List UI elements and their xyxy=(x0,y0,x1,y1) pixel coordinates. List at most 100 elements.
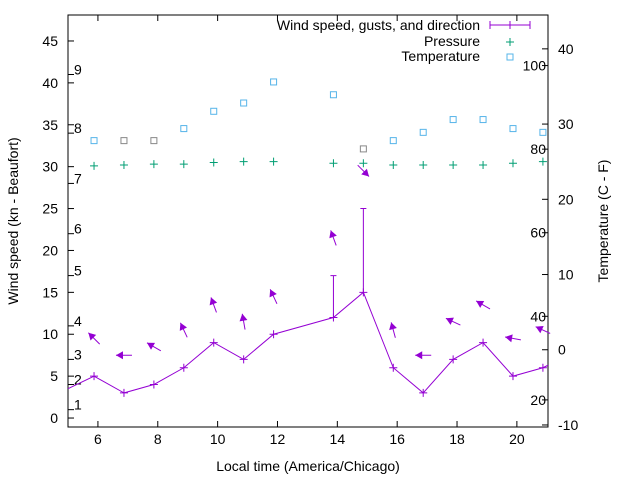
y-tick-label: 0 xyxy=(50,410,58,426)
x-tick-label: 8 xyxy=(154,431,162,447)
pressure-point xyxy=(209,158,218,167)
y2-tick-label: 30 xyxy=(558,116,574,132)
gust-bar xyxy=(360,208,367,293)
pressure-point xyxy=(419,160,428,169)
temperature-point xyxy=(329,91,337,99)
temperature-point xyxy=(240,99,248,107)
temperature-point xyxy=(359,145,367,153)
y-tick-label: 40 xyxy=(42,75,58,91)
legend-swatch-wind xyxy=(489,21,531,29)
wind-point xyxy=(538,363,547,372)
x-tick-label: 10 xyxy=(210,431,226,447)
wind-point xyxy=(269,330,278,339)
temperature-point xyxy=(479,116,487,124)
axis-ticks: 6 8 10 12 14 16 18 20051015202530354045-1001020… xyxy=(42,15,578,447)
wind-direction-arrow xyxy=(357,164,370,177)
beaufort-label: 6 xyxy=(74,221,82,237)
wind-point xyxy=(508,372,517,381)
legend-label-temperature: Temperature xyxy=(401,48,480,64)
temperature-point xyxy=(539,128,547,136)
arrow-head xyxy=(239,313,248,322)
pressure-point xyxy=(508,159,517,168)
pressure-point xyxy=(179,160,188,169)
y-tick-label: 35 xyxy=(42,117,58,133)
wind-point xyxy=(479,338,488,347)
pressure-point xyxy=(389,160,398,169)
wind-direction-arrow xyxy=(269,289,278,304)
beaufort-label: 9 xyxy=(74,61,82,77)
temperature-point xyxy=(419,128,427,136)
wind-direction-arrow xyxy=(505,334,521,343)
gust-bar xyxy=(330,275,337,318)
arrow-head xyxy=(115,351,123,360)
arrow-head xyxy=(389,322,397,331)
x-tick-label: 18 xyxy=(449,431,465,447)
wind-direction-arrow xyxy=(239,313,248,330)
y2-tick-label: 10 xyxy=(558,267,574,283)
data-marks xyxy=(67,78,551,397)
arrow-head xyxy=(329,230,337,239)
legend: Wind speed, gusts, and direction Pressur… xyxy=(277,17,531,64)
y-tick-label: 5 xyxy=(50,368,58,384)
beaufort-label: 8 xyxy=(74,120,82,136)
y-tick-label: 20 xyxy=(42,242,58,258)
wind-point xyxy=(419,388,428,397)
arrow-head xyxy=(535,326,544,334)
temperature-point xyxy=(150,137,158,145)
x-tick-label: 14 xyxy=(330,431,346,447)
wind-direction-arrow xyxy=(329,230,337,246)
arrow-head xyxy=(269,289,277,298)
pressure-point xyxy=(538,157,547,166)
arrow-head xyxy=(179,322,188,331)
pressure-point xyxy=(359,159,368,168)
fahrenheit-label: 100 xyxy=(523,58,547,74)
beaufort-label: 4 xyxy=(74,313,82,329)
beaufort-label: 3 xyxy=(74,346,82,362)
beaufort-label: 1 xyxy=(74,397,82,413)
wind-direction-arrow xyxy=(475,300,491,310)
temperature-point xyxy=(120,137,128,145)
pressure-point xyxy=(90,161,99,170)
arrow-head xyxy=(476,300,485,308)
x-tick-label: 12 xyxy=(270,431,286,447)
wind-point xyxy=(209,338,218,347)
pressure-point xyxy=(479,160,488,169)
beaufort-label: 7 xyxy=(74,170,82,186)
y2-tick-label: 20 xyxy=(558,191,574,207)
temperature-point xyxy=(210,107,218,115)
fahrenheit-label: 20 xyxy=(530,392,546,408)
arrow-head xyxy=(146,342,156,350)
temperature-point xyxy=(509,125,517,133)
legend-swatch-temperature xyxy=(506,53,514,61)
y-tick-label: 15 xyxy=(42,284,58,300)
y-tick-label: 25 xyxy=(42,201,58,217)
fahrenheit-label: 60 xyxy=(530,225,546,241)
y2-axis-label: Temperature (C - F) xyxy=(595,160,611,283)
wind-direction-arrow xyxy=(209,297,218,313)
wind-direction-arrow xyxy=(88,332,101,345)
pressure-point xyxy=(149,160,158,169)
wind-point xyxy=(179,363,188,372)
wind-direction-arrow xyxy=(445,317,461,326)
wind-point xyxy=(119,388,128,397)
legend-swatch-pressure xyxy=(506,38,514,46)
wind-point xyxy=(90,372,99,381)
x-axis-label: Local time (America/Chicago) xyxy=(216,458,400,474)
temperature-point xyxy=(180,125,188,133)
y-tick-label: 45 xyxy=(42,33,58,49)
x-tick-label: 16 xyxy=(389,431,405,447)
pressure-point xyxy=(269,157,278,166)
wind-point xyxy=(149,380,158,389)
y-axis-label: Wind speed (kn - Beaufort) xyxy=(5,137,21,304)
wind-speed-line xyxy=(67,291,549,394)
beaufort-label: 2 xyxy=(74,372,82,388)
arrow-head xyxy=(505,334,513,343)
wind-direction-arrow xyxy=(535,326,551,334)
y2-tick-label: 40 xyxy=(558,41,574,57)
wind-direction-arrow xyxy=(179,322,188,338)
wind-direction-arrow xyxy=(146,342,162,352)
x-tick-label: 20 xyxy=(509,431,525,447)
y-tick-label: 10 xyxy=(42,326,58,342)
pressure-point xyxy=(119,160,128,169)
beaufort-label: 5 xyxy=(74,263,82,279)
